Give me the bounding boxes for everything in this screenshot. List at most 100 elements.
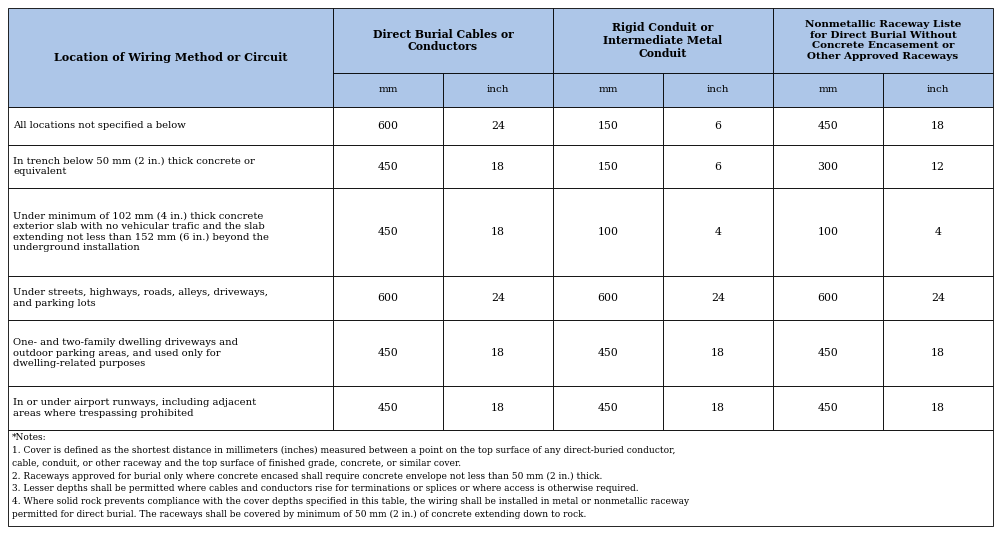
Bar — [773, 73, 883, 107]
Text: 6: 6 — [715, 121, 722, 131]
Text: 600: 600 — [377, 121, 398, 131]
Bar — [333, 276, 443, 320]
Bar — [883, 107, 993, 145]
Bar — [553, 386, 663, 430]
Text: 450: 450 — [818, 348, 839, 358]
Text: 100: 100 — [598, 227, 619, 237]
Text: 450: 450 — [377, 227, 398, 237]
Text: In or under airport runways, including adjacent
areas where trespassing prohibit: In or under airport runways, including a… — [13, 398, 256, 418]
Text: 600: 600 — [598, 293, 619, 303]
Text: All locations not specified a below: All locations not specified a below — [13, 122, 186, 130]
Text: 4: 4 — [935, 227, 941, 237]
Bar — [443, 386, 553, 430]
Text: 450: 450 — [818, 403, 839, 413]
Text: Under minimum of 102 mm (4 in.) thick concrete
exterior slab with no vehicular t: Under minimum of 102 mm (4 in.) thick co… — [13, 212, 269, 252]
Bar — [443, 188, 553, 276]
Text: 24: 24 — [491, 121, 505, 131]
Text: 18: 18 — [491, 161, 505, 171]
Text: mm: mm — [378, 85, 397, 95]
Text: 150: 150 — [598, 121, 619, 131]
Bar — [663, 145, 773, 188]
Text: 18: 18 — [711, 348, 725, 358]
Bar — [333, 73, 443, 107]
Bar — [443, 276, 553, 320]
Text: In trench below 50 mm (2 in.) thick concrete or
equivalent: In trench below 50 mm (2 in.) thick conc… — [13, 157, 255, 176]
Text: 18: 18 — [491, 403, 505, 413]
Text: Rigid Conduit or
Intermediate Metal
Conduit: Rigid Conduit or Intermediate Metal Cond… — [604, 22, 723, 59]
Bar — [883, 276, 993, 320]
Bar — [553, 276, 663, 320]
Bar — [8, 188, 333, 276]
Bar — [663, 107, 773, 145]
Bar — [553, 320, 663, 386]
Text: 450: 450 — [598, 403, 619, 413]
Text: 1. Cover is defined as the shortest distance in millimeters (inches) measured be: 1. Cover is defined as the shortest dist… — [12, 446, 676, 455]
Text: inch: inch — [707, 85, 730, 95]
Text: 300: 300 — [818, 161, 839, 171]
Bar — [333, 188, 443, 276]
Bar — [773, 8, 993, 73]
Bar — [773, 188, 883, 276]
Text: Direct Burial Cables or
Conductors: Direct Burial Cables or Conductors — [372, 29, 514, 52]
Bar — [883, 73, 993, 107]
Text: 100: 100 — [818, 227, 839, 237]
Bar — [883, 188, 993, 276]
Bar — [773, 276, 883, 320]
Bar — [663, 386, 773, 430]
Bar — [443, 145, 553, 188]
Bar — [553, 73, 663, 107]
Text: 12: 12 — [931, 161, 945, 171]
Text: 3. Lesser depths shall be permitted where cables and conductors rise for termina: 3. Lesser depths shall be permitted wher… — [12, 484, 639, 493]
Text: mm: mm — [818, 85, 838, 95]
Bar — [773, 386, 883, 430]
Text: 24: 24 — [491, 293, 505, 303]
Bar — [883, 145, 993, 188]
Text: 18: 18 — [931, 348, 945, 358]
Text: 4. Where solid rock prevents compliance with the cover depths specified in this : 4. Where solid rock prevents compliance … — [12, 497, 689, 506]
Text: 18: 18 — [931, 403, 945, 413]
Text: 24: 24 — [711, 293, 725, 303]
Bar — [333, 8, 553, 73]
Bar — [333, 145, 443, 188]
Bar — [8, 386, 333, 430]
Bar — [333, 320, 443, 386]
Text: cable, conduit, or other raceway and the top surface of finished grade, concrete: cable, conduit, or other raceway and the… — [12, 459, 461, 468]
Bar — [333, 107, 443, 145]
Bar — [553, 145, 663, 188]
Bar — [663, 73, 773, 107]
Bar — [553, 188, 663, 276]
Bar — [8, 320, 333, 386]
Bar — [773, 320, 883, 386]
Text: 18: 18 — [711, 403, 725, 413]
Text: 600: 600 — [818, 293, 839, 303]
Bar — [8, 145, 333, 188]
Bar — [553, 8, 773, 73]
Bar — [773, 107, 883, 145]
Bar — [333, 386, 443, 430]
Text: inch: inch — [927, 85, 949, 95]
Text: 18: 18 — [491, 348, 505, 358]
Text: 24: 24 — [931, 293, 945, 303]
Text: 18: 18 — [931, 121, 945, 131]
Text: 18: 18 — [491, 227, 505, 237]
Bar — [443, 107, 553, 145]
Text: 600: 600 — [377, 293, 398, 303]
Bar — [773, 145, 883, 188]
Text: 450: 450 — [818, 121, 839, 131]
Bar — [883, 386, 993, 430]
Text: Location of Wiring Method or Circuit: Location of Wiring Method or Circuit — [54, 52, 287, 63]
Bar — [8, 107, 333, 145]
Text: 150: 150 — [598, 161, 619, 171]
Text: 450: 450 — [377, 161, 398, 171]
Text: Nonmetallic Raceway Liste
for Direct Burial Without
Concrete Encasement or
Other: Nonmetallic Raceway Liste for Direct Bur… — [805, 20, 961, 60]
Text: 2. Raceways approved for burial only where concrete encased shall require concre: 2. Raceways approved for burial only whe… — [12, 472, 603, 481]
Text: inch: inch — [486, 85, 510, 95]
Text: permitted for direct burial. The raceways shall be covered by minimum of 50 mm (: permitted for direct burial. The raceway… — [12, 510, 587, 519]
Text: 450: 450 — [598, 348, 619, 358]
Text: One- and two-family dwelling driveways and
outdoor parking areas, and used only : One- and two-family dwelling driveways a… — [13, 338, 238, 368]
Text: *Notes:: *Notes: — [12, 433, 47, 442]
Bar — [443, 73, 553, 107]
Bar — [443, 320, 553, 386]
Bar — [663, 188, 773, 276]
Bar — [663, 276, 773, 320]
